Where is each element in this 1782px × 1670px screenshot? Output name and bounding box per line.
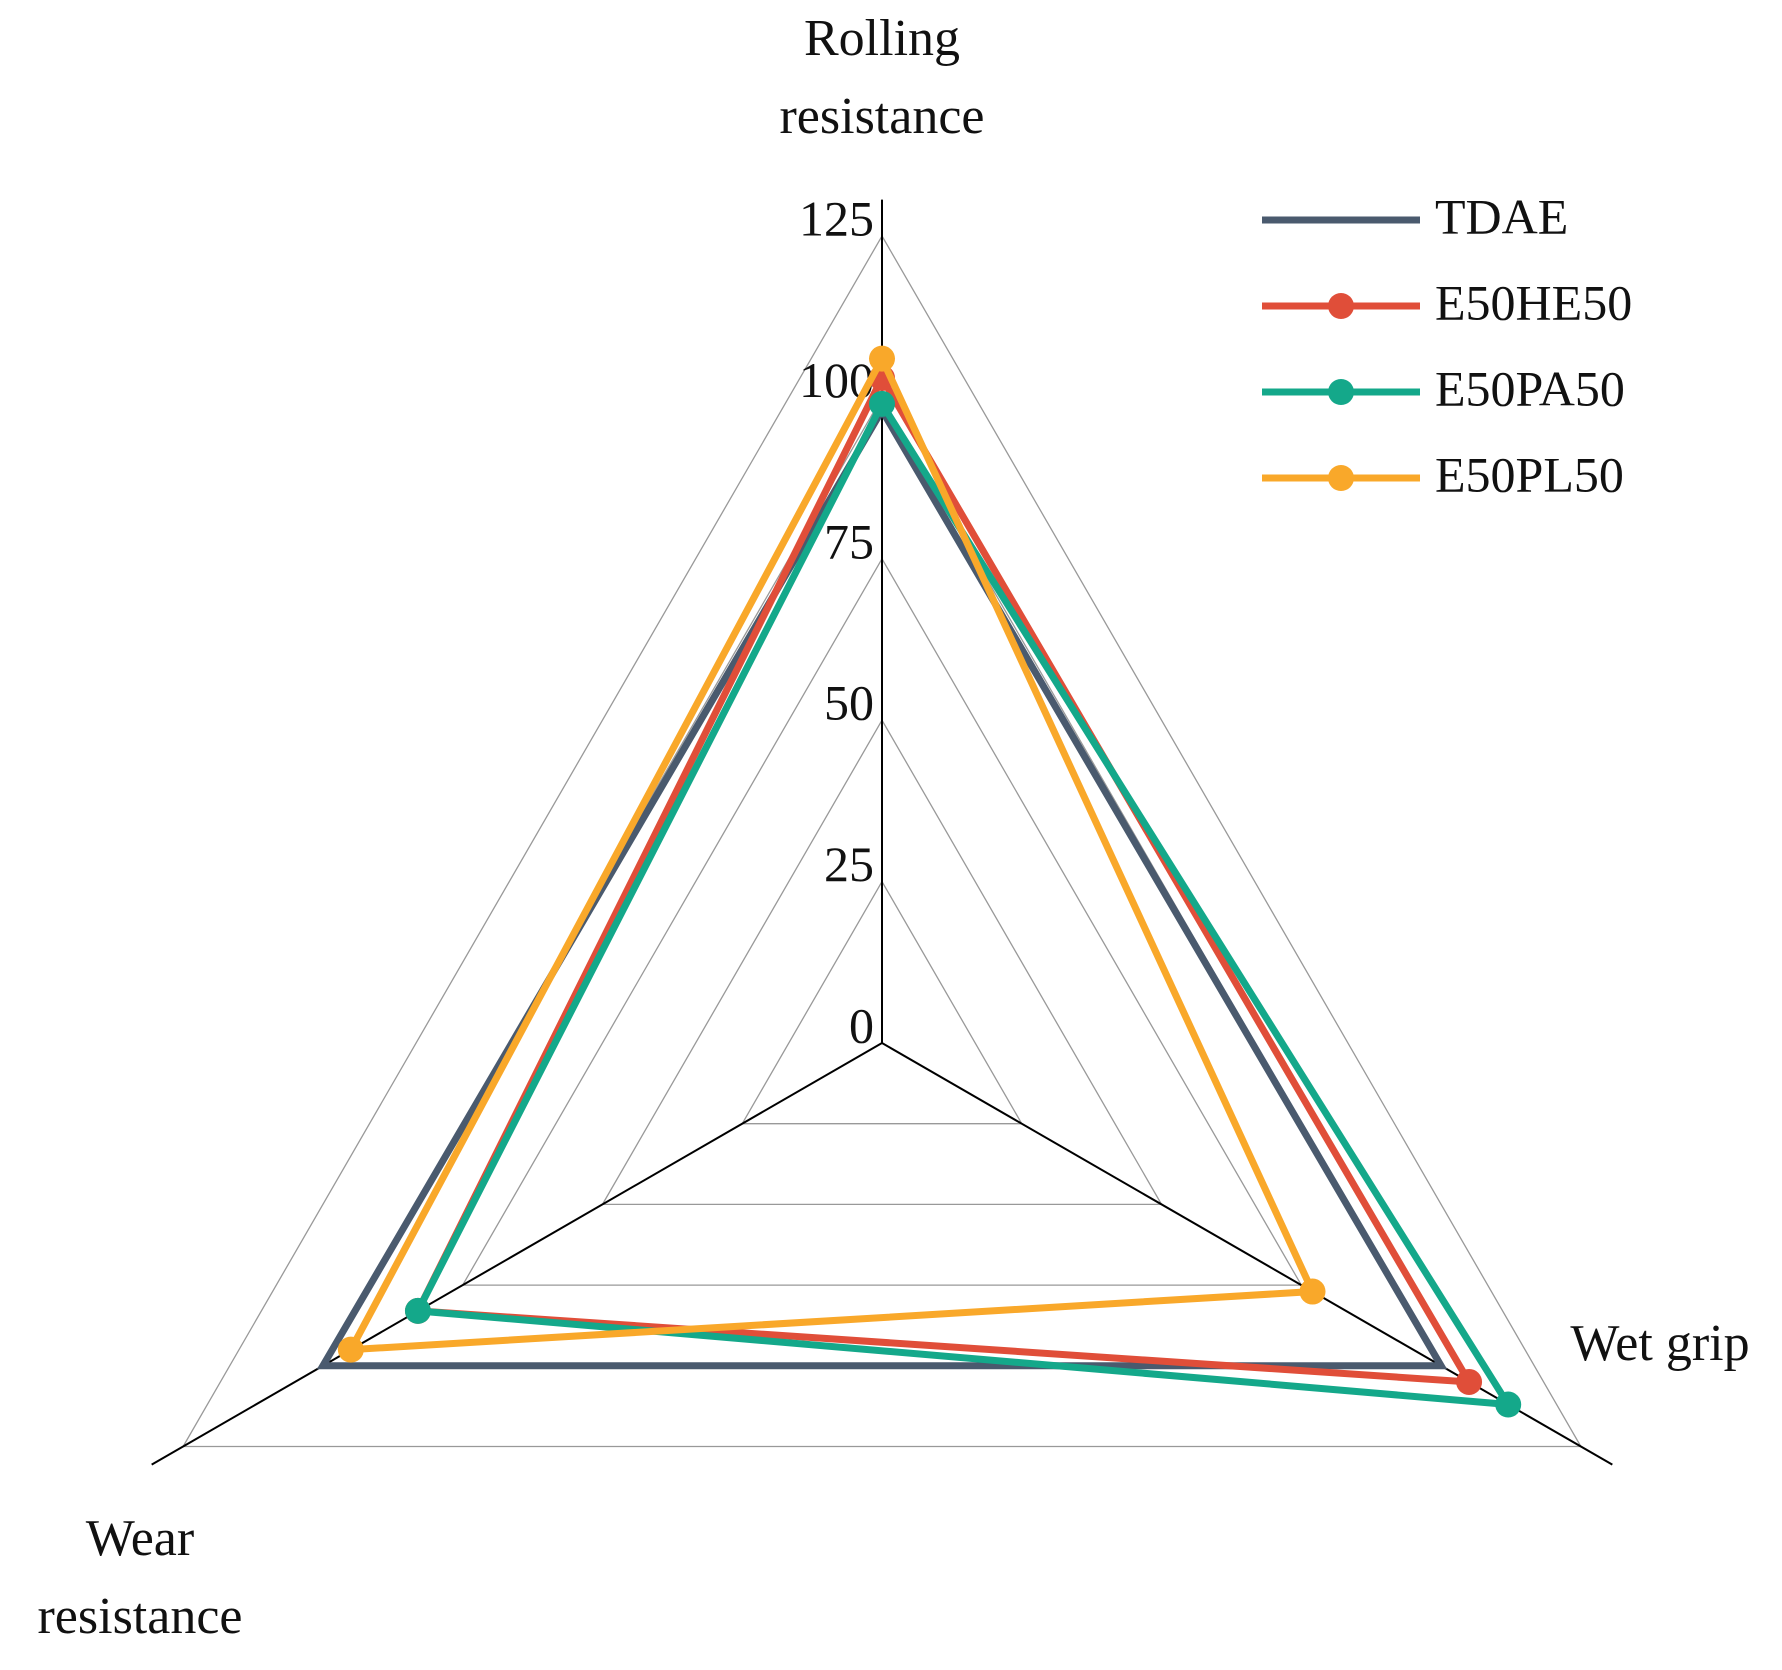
r-tick-label: 50: [824, 675, 874, 731]
legend-label: E50HE50: [1435, 274, 1632, 330]
series-line: [344, 350, 1318, 1354]
grid-line: [601, 718, 1163, 1206]
series-line: [412, 396, 1515, 1409]
r-tick-label: 0: [849, 997, 874, 1053]
legend-label: TDAE: [1435, 188, 1568, 244]
category-label: Wet grip: [1570, 1315, 1750, 1372]
data-point: [404, 1297, 431, 1324]
series-line: [316, 403, 1448, 1370]
r-tick-label: 25: [824, 836, 874, 892]
data-point: [869, 390, 895, 417]
data-point: [337, 1336, 364, 1363]
r-tick-label: 75: [824, 513, 874, 569]
series-line: [412, 370, 1476, 1386]
grid-line: [741, 880, 1023, 1125]
legend-marker: [1328, 465, 1354, 491]
data-point: [1456, 1368, 1483, 1395]
legend-marker: [1328, 379, 1354, 405]
data-point: [1299, 1278, 1326, 1305]
legend-label: E50PA50: [1435, 360, 1625, 416]
r-tick-label: 125: [799, 190, 874, 246]
data-point: [1495, 1391, 1522, 1418]
grid-line: [461, 557, 1303, 1286]
legend-marker: [1328, 293, 1354, 319]
category-label: Rolling resistance: [779, 10, 985, 145]
axis-line: [881, 1042, 1613, 1466]
data-point: [869, 345, 895, 372]
legend-label: E50PL50: [1435, 446, 1624, 502]
axis-line: [151, 1042, 883, 1466]
grid-line: [181, 234, 1583, 1448]
category-label: Wear resistance: [37, 1510, 243, 1645]
